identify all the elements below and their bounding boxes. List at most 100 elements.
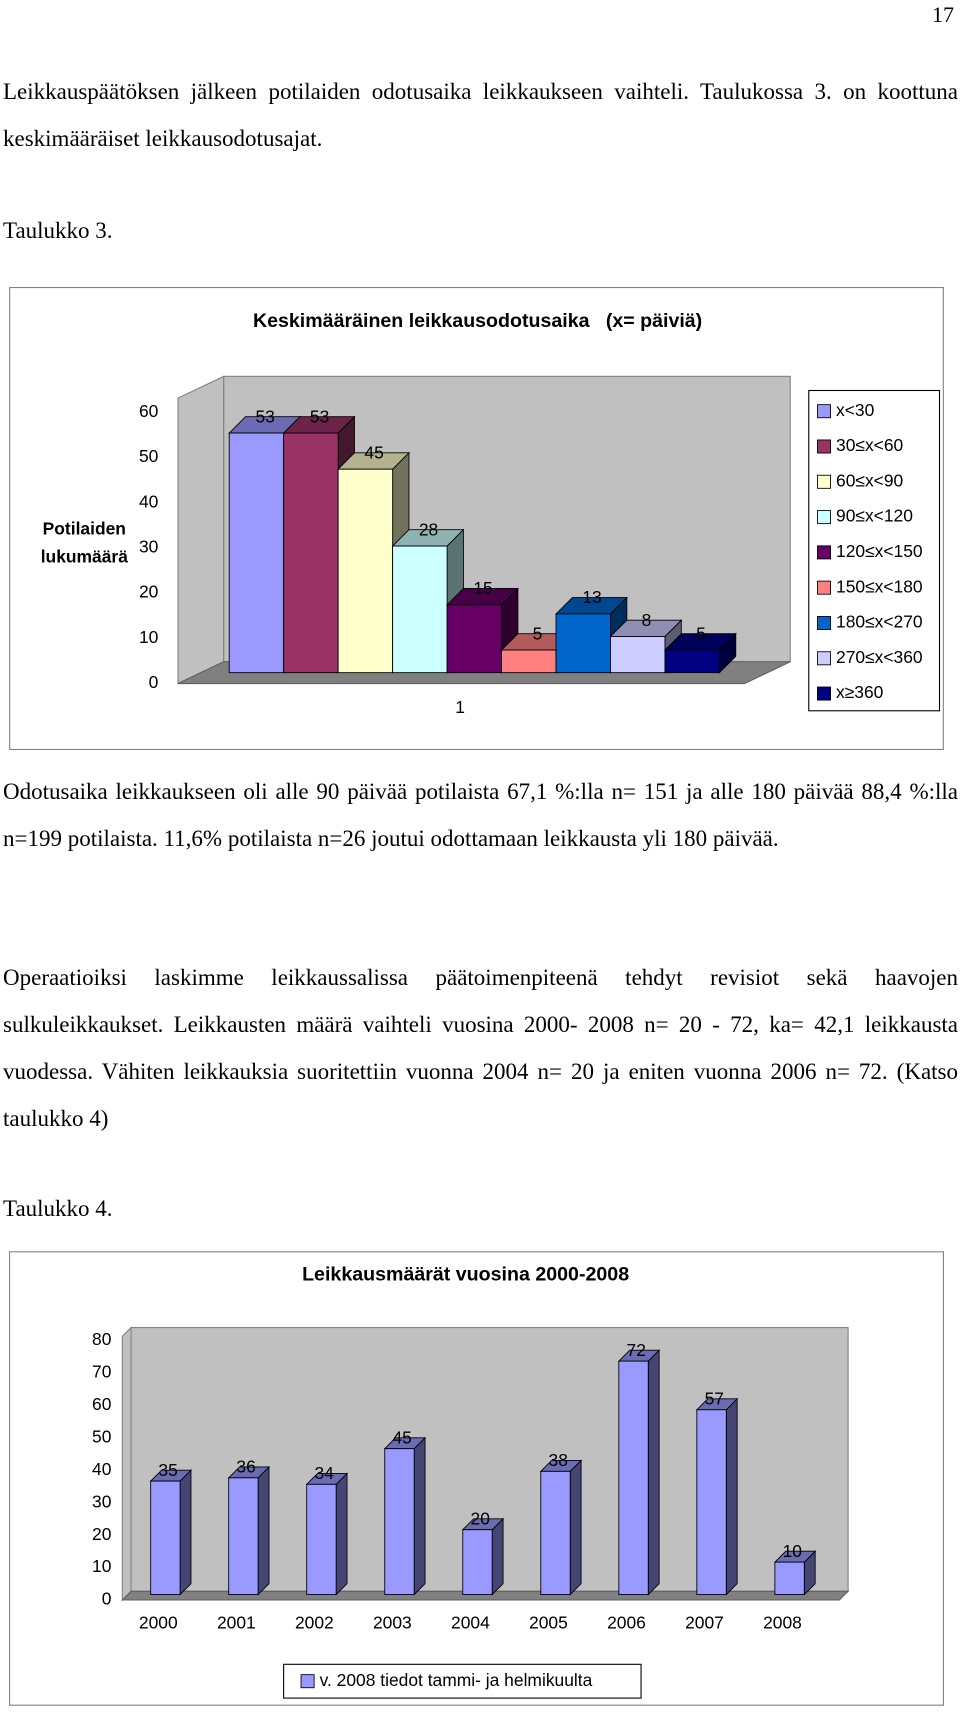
legend-swatch — [817, 510, 831, 525]
y-tick-label: 70 — [92, 1362, 112, 1382]
bar-front — [446, 604, 502, 674]
x-tick-label: 1 — [455, 697, 465, 717]
side-wall — [121, 1326, 132, 1602]
bar-front — [306, 1483, 337, 1595]
legend-label: 150≤x<180 — [836, 576, 923, 596]
bar — [227, 1465, 271, 1596]
value-label: 5 — [533, 623, 543, 643]
bar-front — [392, 545, 448, 674]
bar-side — [491, 1517, 504, 1596]
bar-front — [618, 1360, 649, 1595]
value-label: 10 — [783, 1541, 803, 1561]
legend-swatch — [300, 1674, 315, 1689]
floor — [121, 1590, 850, 1601]
bar — [446, 587, 519, 674]
x-tick-label: 2000 — [139, 1613, 178, 1633]
value-label: 35 — [158, 1460, 177, 1480]
value-label: 57 — [705, 1389, 724, 1409]
chart-title: Keskimääräinen leikkausodotusaika (x= pä… — [253, 310, 702, 332]
bar — [383, 1436, 427, 1596]
y-tick-label: 60 — [92, 1394, 112, 1414]
value-label: 28 — [419, 519, 438, 539]
bar-front — [540, 1470, 571, 1595]
y-axis-label: Potilaiden lukumäärä — [40, 520, 128, 567]
legend-swatch — [817, 474, 831, 489]
x-tick-label: 2003 — [373, 1613, 412, 1633]
bar — [539, 1459, 583, 1596]
page-number: 17 — [932, 2, 954, 27]
bar-front — [696, 1409, 727, 1595]
legend-label: 180≤x<270 — [836, 612, 923, 632]
legend-swatch — [817, 545, 831, 560]
chart: Leikkausmäärät vuosina 2000-2008 0 10 20 30 4… — [9, 1251, 944, 1706]
value-label: 45 — [364, 443, 383, 463]
value-label: 13 — [582, 587, 601, 607]
x-tick-label: 2004 — [451, 1613, 490, 1633]
bar-front — [555, 613, 611, 674]
legend-label: 270≤x<360 — [836, 647, 923, 667]
legend-label: v. 2008 tiedot tammi- ja helmikuulta — [320, 1670, 593, 1690]
y-tick-label: 0 — [149, 672, 159, 692]
bar-front — [774, 1561, 805, 1595]
y-tick-label: 50 — [139, 446, 159, 466]
legend-swatch — [817, 616, 831, 630]
x-tick-label: 2001 — [217, 1613, 256, 1633]
x-tick-label: 2006 — [607, 1613, 646, 1633]
value-label: 45 — [392, 1427, 411, 1447]
value-label: 5 — [696, 623, 706, 643]
y-tick-label: 0 — [102, 1589, 112, 1609]
y-tick-label: 20 — [139, 582, 159, 602]
legend-label: 90≤x<120 — [836, 506, 913, 526]
side-wall — [177, 375, 225, 685]
legend-swatch — [817, 686, 831, 701]
y-tick-label: 40 — [92, 1459, 112, 1479]
legend-label: x<30 — [836, 400, 875, 420]
value-label: 36 — [236, 1457, 255, 1477]
y-tick-label: 20 — [92, 1524, 112, 1544]
x-tick-label: 2007 — [685, 1613, 724, 1633]
value-label: 72 — [627, 1340, 646, 1360]
bar-front — [228, 1477, 259, 1595]
y-tick-label: 30 — [139, 537, 159, 557]
bar-side — [257, 1465, 270, 1596]
legend-swatch — [817, 439, 831, 454]
bar-front — [610, 636, 666, 674]
caption: Taulukko 4. — [3, 1196, 113, 1221]
y-tick-label: 10 — [92, 1556, 112, 1576]
value-label: 15 — [473, 578, 492, 598]
legend-swatch — [817, 404, 831, 419]
paragraph: Odotusaika leikkaukseen oli alle 90 päiv… — [3, 779, 958, 851]
bar — [391, 528, 465, 674]
bar-front — [150, 1480, 181, 1595]
x-tick-label: 2008 — [763, 1613, 802, 1633]
bar-side — [179, 1469, 192, 1596]
bar — [773, 1550, 817, 1596]
legend-label: 30≤x<60 — [836, 435, 904, 455]
legend-box — [283, 1663, 642, 1699]
bar-front — [337, 468, 394, 674]
caption: Taulukko 3. — [3, 218, 113, 243]
legend-swatch — [817, 580, 831, 595]
bar — [663, 632, 737, 674]
value-label: 53 — [255, 406, 274, 426]
bar-side — [413, 1436, 426, 1596]
value-label: 53 — [310, 406, 329, 426]
bar-front — [228, 432, 285, 674]
y-axis-label-box: Potilaiden lukumäärä — [40, 520, 128, 567]
bar — [305, 1472, 349, 1596]
y-tick-label: 50 — [92, 1427, 112, 1447]
value-label: 20 — [471, 1509, 491, 1529]
legend-label: x≥360 — [836, 682, 884, 702]
bar-side — [569, 1459, 582, 1596]
bar-side — [725, 1397, 738, 1596]
bar — [149, 1469, 193, 1596]
bar — [617, 1349, 661, 1596]
bar — [695, 1397, 739, 1596]
legend-label: 60≤x<90 — [836, 470, 904, 490]
chart-title: Leikkausmäärät vuosina 2000-2008 — [302, 1263, 629, 1285]
y-tick-label: 10 — [139, 627, 159, 647]
paragraph: Leikkauspäätöksen jälkeen potilaiden odo… — [3, 79, 958, 151]
bar-side — [335, 1472, 348, 1596]
x-tick-label: 2002 — [295, 1613, 334, 1633]
